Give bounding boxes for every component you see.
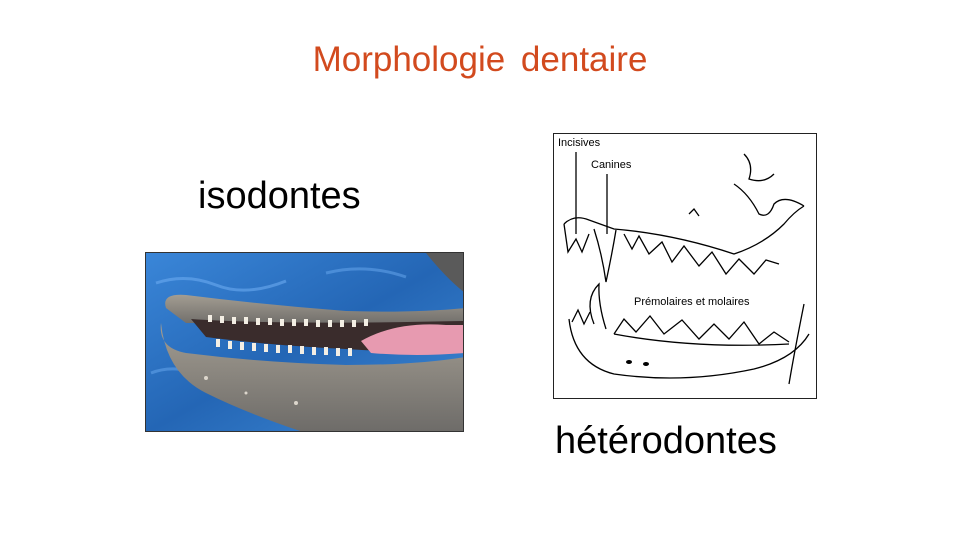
- incisives-label: Incisives: [558, 137, 601, 149]
- isodontes-label: isodontes: [198, 175, 361, 217]
- heterodont-jaw-drawing: Incisives Canines Prémolaires et molaire…: [553, 133, 817, 399]
- canines-label: Canines: [591, 159, 632, 171]
- dolphin-jaw-photo: [145, 252, 464, 432]
- slide-title: Morphologie dentaire: [312, 40, 648, 79]
- heterodontes-label: hétérodontes: [555, 420, 777, 462]
- premolaires-molaires-label: Prémolaires et molaires: [634, 296, 750, 308]
